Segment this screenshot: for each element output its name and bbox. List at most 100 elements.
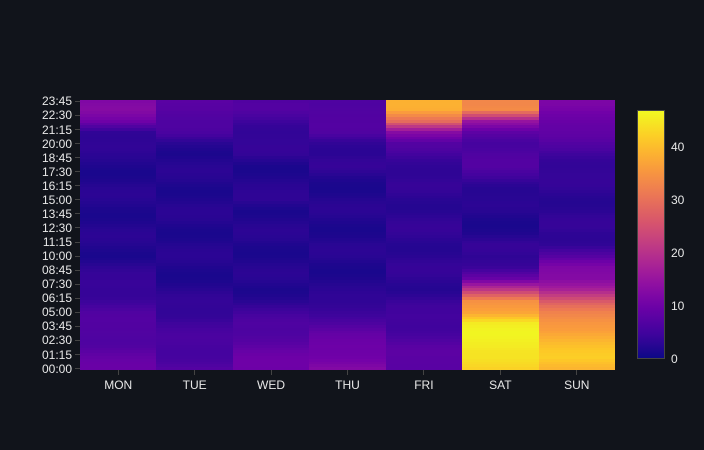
heatmap-cell xyxy=(385,156,463,160)
y-tick-mark xyxy=(75,129,80,131)
heatmap-cell xyxy=(309,299,386,303)
colorbar-tick-label: 30 xyxy=(671,193,685,208)
heatmap-cell xyxy=(80,308,157,311)
heatmap-cell xyxy=(309,198,386,202)
heatmap-cell xyxy=(462,299,539,303)
heatmap-cell xyxy=(385,251,463,255)
heatmap-cell xyxy=(156,136,233,140)
colorbar-tick-label: 40 xyxy=(671,140,685,155)
heatmap-cell xyxy=(156,288,233,292)
heatmap-cell xyxy=(385,316,463,320)
heatmap-cell xyxy=(80,223,157,227)
heatmap-cell xyxy=(385,325,463,328)
heatmap-cell xyxy=(385,175,463,179)
heatmap-cell xyxy=(385,313,463,317)
heatmap-cell xyxy=(232,161,310,165)
heatmap-cell xyxy=(156,212,233,216)
heatmap-cell xyxy=(80,142,157,145)
x-tick-thu: THU xyxy=(309,370,385,400)
heatmap-cell xyxy=(156,156,233,160)
heatmap-cell xyxy=(156,215,233,219)
heatmap-cell xyxy=(538,111,615,115)
heatmap-cell xyxy=(462,192,539,196)
heatmap-cell xyxy=(385,114,463,117)
heatmap-cell xyxy=(462,322,539,325)
heatmap-cell xyxy=(385,130,463,134)
heatmap-cell xyxy=(232,265,310,269)
heatmap-cell xyxy=(232,226,310,230)
heatmap-cell xyxy=(156,271,233,275)
heatmap-cell xyxy=(232,204,310,207)
heatmap-cell xyxy=(232,316,310,320)
heatmap-column-mon xyxy=(80,100,157,370)
heatmap-cell xyxy=(385,122,463,126)
heatmap-cell xyxy=(156,310,233,314)
heatmap-cell xyxy=(309,271,386,275)
heatmap-cell xyxy=(538,339,615,342)
heatmap-cell xyxy=(80,265,157,269)
heatmap-cell xyxy=(309,167,386,171)
heatmap-cell xyxy=(462,175,539,179)
x-tick-mark xyxy=(576,370,578,375)
y-tick-label: 13:45 xyxy=(41,206,72,221)
y-tick-label: 11:15 xyxy=(42,235,72,250)
heatmap-cell xyxy=(385,147,463,151)
heatmap-cell xyxy=(232,119,310,123)
heatmap-cell xyxy=(80,249,157,252)
heatmap-cell xyxy=(462,125,539,129)
heatmap-cell xyxy=(385,319,463,323)
heatmap-cell xyxy=(385,198,463,202)
heatmap-cell xyxy=(309,305,386,309)
heatmap-cell xyxy=(309,156,386,160)
heatmap-cell xyxy=(538,226,615,230)
heatmap-cell xyxy=(80,116,157,120)
heatmap-plot-area[interactable] xyxy=(80,100,615,370)
heatmap-cell xyxy=(538,167,615,171)
x-tick-label: THU xyxy=(335,378,360,392)
heatmap-cell xyxy=(538,192,615,196)
heatmap-cell xyxy=(309,254,386,258)
heatmap-cell xyxy=(385,100,463,103)
y-tick: 02:30 xyxy=(42,333,80,347)
heatmap-cell xyxy=(385,288,463,292)
x-tick-label: FRI xyxy=(414,378,434,392)
heatmap-cell xyxy=(385,333,463,337)
heatmap-cell xyxy=(80,246,157,250)
heatmap-cell xyxy=(538,353,615,356)
heatmap-cell xyxy=(232,114,310,117)
heatmap-cell xyxy=(232,268,310,272)
y-tick-label: 15:00 xyxy=(41,192,72,207)
heatmap-cell xyxy=(232,220,310,224)
heatmap-cell xyxy=(156,268,233,272)
heatmap-cell xyxy=(232,159,310,162)
heatmap-cell xyxy=(232,271,310,275)
heatmap-cell xyxy=(156,277,233,280)
y-tick-mark xyxy=(75,100,80,102)
heatmap-cell xyxy=(309,184,386,188)
y-tick-mark xyxy=(75,213,80,215)
heatmap-cell xyxy=(80,201,157,205)
heatmap-cell xyxy=(462,271,539,275)
heatmap-cell xyxy=(309,294,386,297)
heatmap-cell xyxy=(156,100,233,103)
heatmap-cell xyxy=(309,316,386,320)
heatmap-cell xyxy=(80,361,157,365)
heatmap-cell xyxy=(462,347,539,351)
heatmap-cell xyxy=(156,364,233,368)
heatmap-cell xyxy=(385,265,463,269)
heatmap-cell xyxy=(538,206,615,210)
x-tick-mark xyxy=(194,370,196,375)
heatmap-cell xyxy=(309,206,386,210)
heatmap-cell xyxy=(309,111,386,115)
heatmap-cell xyxy=(309,150,386,154)
heatmap-cell xyxy=(232,249,310,252)
heatmap-cell xyxy=(232,235,310,238)
heatmap-cell xyxy=(385,209,463,213)
heatmap-cell xyxy=(156,220,233,224)
heatmap-cell xyxy=(156,285,233,289)
heatmap-cell xyxy=(156,192,233,196)
heatmap-cell xyxy=(309,100,386,103)
x-tick-mark xyxy=(499,370,501,375)
heatmap-cell xyxy=(232,181,310,185)
heatmap-cell xyxy=(538,175,615,179)
